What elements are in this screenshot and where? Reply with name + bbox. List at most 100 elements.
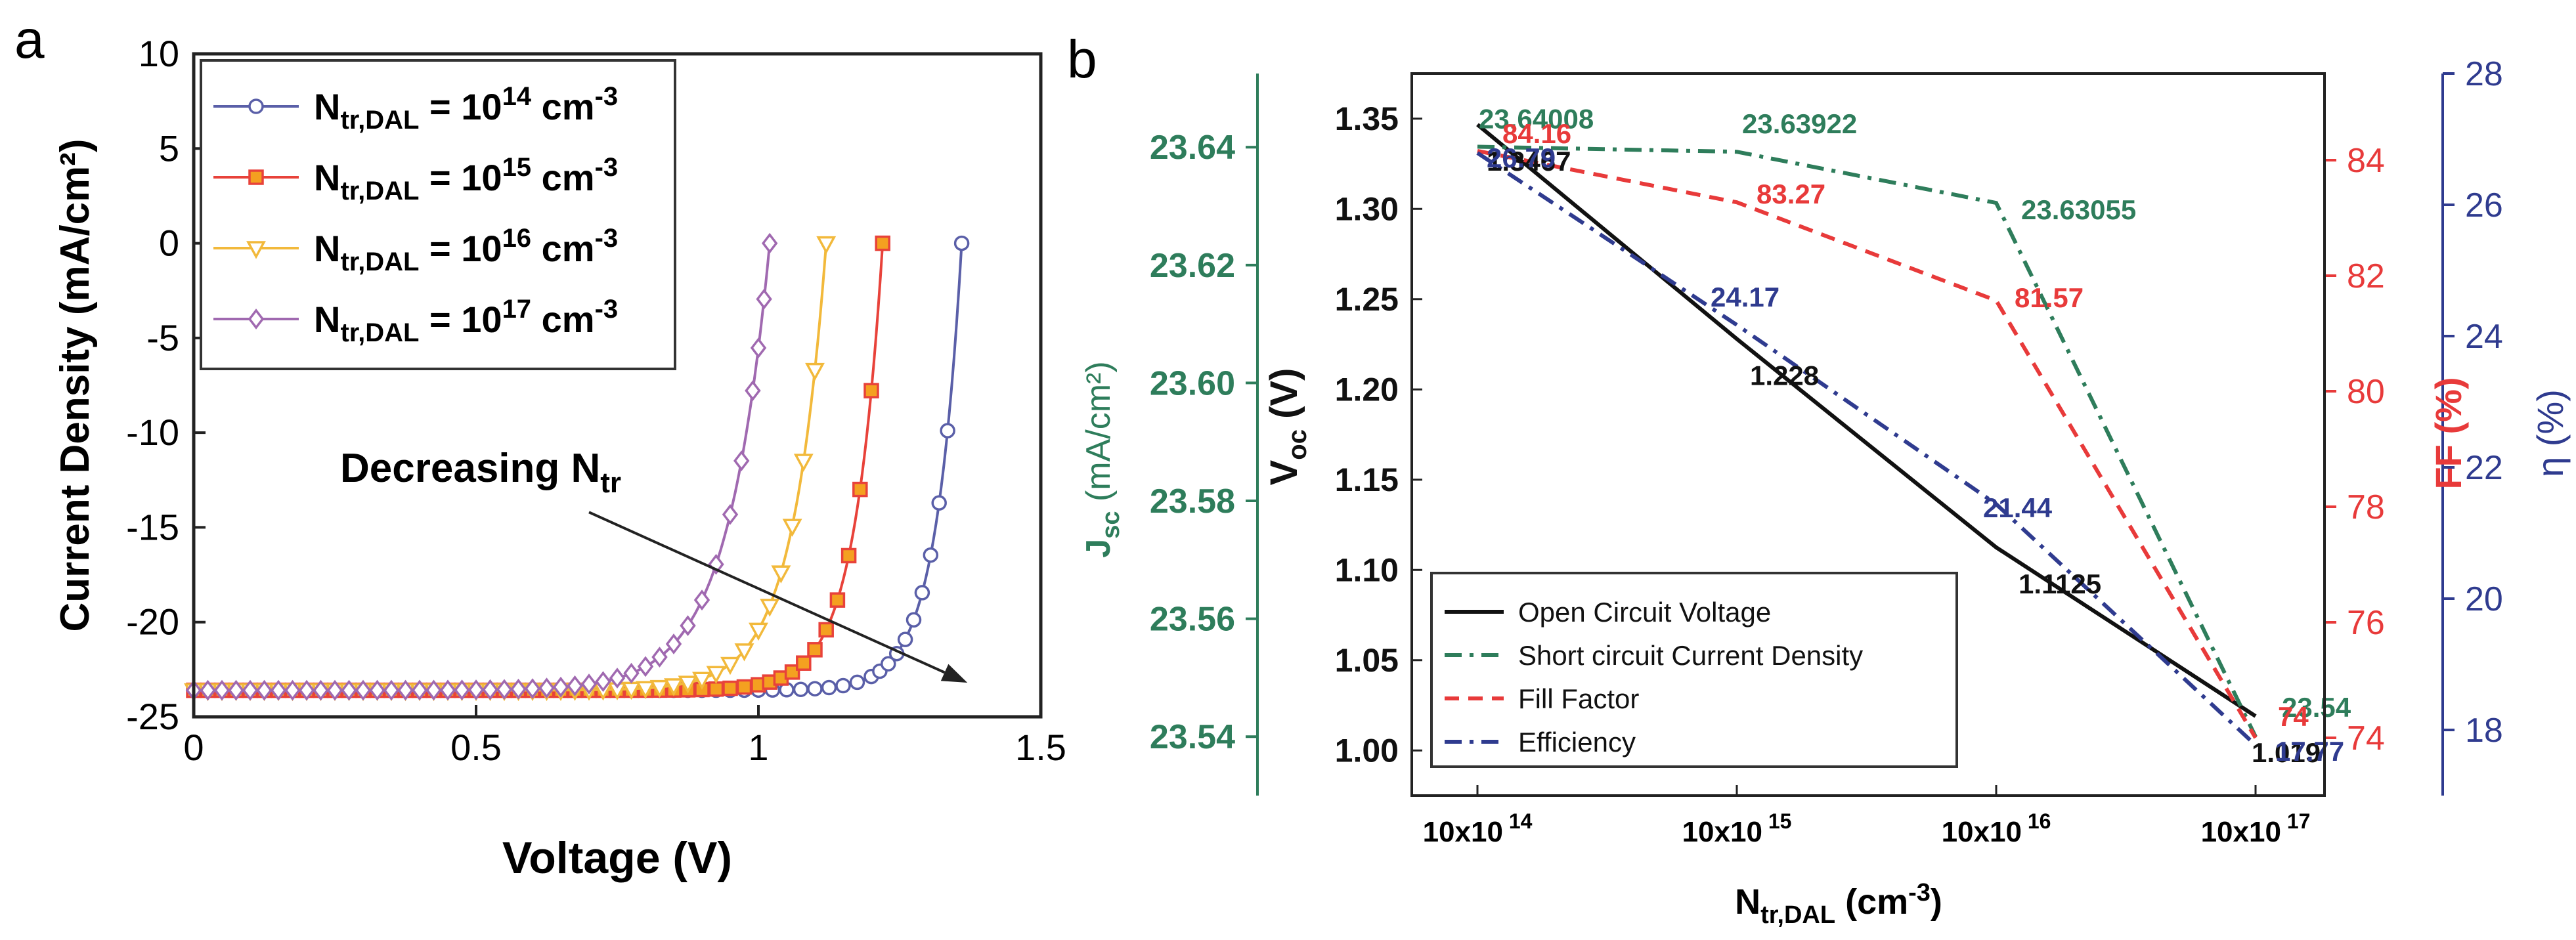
panel-a-legend: Ntr,DAL = 1014 cm-3 Ntr,DAL = 1015 cm-3 Nt… <box>200 59 676 370</box>
panel-b-voc-axis-label: Voc (V) <box>1263 368 1312 486</box>
ff-tick-label: 80 <box>2347 373 2385 411</box>
a-data-point <box>270 679 287 701</box>
a-data-point <box>931 495 947 511</box>
a-xtick-label: 1.5 <box>1015 727 1066 768</box>
a-data-point <box>706 666 726 684</box>
a-data-point <box>782 519 802 537</box>
a-data-point <box>796 655 812 671</box>
a-data-point <box>863 383 879 398</box>
a-data-point <box>736 679 753 695</box>
a-data-point <box>875 235 890 251</box>
panel-b-x-axis-label: Ntr,DAL (cm-3) <box>1735 879 1942 929</box>
a-xtick-label: 0 <box>183 727 204 768</box>
a-xtick-label: 0.5 <box>450 727 502 768</box>
b-xtick-label: 10x10 17 <box>2201 809 2311 848</box>
a-ytick-label: -20 <box>126 601 179 643</box>
a-data-point <box>940 423 955 438</box>
a-data-point <box>213 679 230 701</box>
a-data-point <box>807 642 823 658</box>
b-data-label-jsc: 23.63922 <box>1742 108 1857 139</box>
panel-b-legend: Open Circuit Voltage Short circuit Curren… <box>1430 572 1958 768</box>
a-series-4 <box>185 232 778 701</box>
b-series-line-jsc <box>1477 144 2258 738</box>
b-data-label-ff: 81.57 <box>2015 282 2084 313</box>
b-series-line-eff <box>1476 151 2258 747</box>
a-data-point <box>580 673 598 694</box>
a-data-point <box>749 622 768 641</box>
a-data-point <box>852 481 868 498</box>
decreasing-ntr-arrowhead <box>940 664 968 683</box>
panel-a-legend-box <box>200 59 676 370</box>
decreasing-ntr-text: Decreasing Ntr <box>340 446 621 499</box>
a-data-point <box>341 679 357 701</box>
a-data-point <box>816 236 837 255</box>
a-legend-marker <box>248 169 264 185</box>
ff-tick-label: 82 <box>2347 257 2385 295</box>
a-data-point <box>228 679 244 701</box>
a-data-point <box>693 589 710 610</box>
a-data-point <box>760 599 780 617</box>
a-data-point <box>953 235 970 251</box>
a-data-point <box>805 362 825 381</box>
a-data-point <box>745 380 761 401</box>
a-ytick-label: -15 <box>126 506 179 547</box>
a-ytick-label: -10 <box>126 412 179 453</box>
b-series-line-voc <box>1476 123 2257 718</box>
ff-tick-label: 84 <box>2347 142 2385 180</box>
voc-tick-label: 1.05 <box>1335 642 1399 679</box>
a-data-point <box>678 675 698 694</box>
voc-tick-label: 1.25 <box>1335 281 1399 318</box>
ff-tick-label: 76 <box>2347 604 2385 642</box>
a-data-point <box>510 678 527 700</box>
a-data-point <box>835 677 851 694</box>
eff-tick-label: 22 <box>2465 449 2503 487</box>
b-data-label-eff: 26.79 <box>1487 142 1556 173</box>
voc-tick-label: 1.15 <box>1335 461 1399 498</box>
a-data-point <box>649 679 670 698</box>
a-data-point <box>914 585 930 601</box>
a-data-point <box>733 450 750 471</box>
a-legend-label: Ntr,DAL = 1014 cm-3 <box>314 82 618 135</box>
b-data-label-voc: 1.228 <box>1750 360 1819 391</box>
voc-tick-label: 1.00 <box>1335 732 1399 769</box>
panel-a-y-axis-label: Current Density (mA/cm²) <box>53 139 98 632</box>
a-data-point <box>722 503 739 525</box>
panel-b-plot-frame <box>1410 72 2326 797</box>
a-data-point <box>298 679 315 701</box>
a-data-point <box>807 681 823 696</box>
a-data-point <box>496 679 513 700</box>
a-data-point <box>756 288 772 310</box>
a-data-point <box>567 675 583 696</box>
b-xtick-label: 10x10 16 <box>1942 809 2051 848</box>
a-data-point <box>383 679 400 701</box>
a-data-point <box>439 679 456 701</box>
voc-tick-label: 1.30 <box>1335 190 1399 227</box>
a-data-point <box>636 681 655 699</box>
panel-b-letter: b <box>1067 30 1097 89</box>
a-legend-marker <box>248 309 265 330</box>
a-ytick-label: 10 <box>139 33 179 74</box>
a-legend-marker <box>248 98 264 114</box>
eff-tick-label: 18 <box>2465 712 2503 750</box>
a-data-point <box>818 622 834 638</box>
a-legend-label: Ntr,DAL = 1016 cm-3 <box>314 224 618 276</box>
a-data-point <box>734 643 754 662</box>
a-data-point <box>609 668 626 689</box>
b-data-label-voc: 1.1125 <box>2019 568 2101 599</box>
b-legend-label: Short circuit Current Density <box>1518 640 1863 671</box>
eff-tick-label: 26 <box>2465 186 2503 224</box>
jsc-tick-label: 23.64 <box>1150 129 1235 167</box>
a-data-point <box>680 615 696 636</box>
b-data-label-jsc: 23.63055 <box>2021 194 2136 225</box>
a-data-point <box>651 647 668 668</box>
eff-tick-label: 28 <box>2465 55 2503 93</box>
a-data-point <box>761 232 778 254</box>
ff-tick-label: 74 <box>2347 719 2385 758</box>
b-data-label-jsc: 23.64008 <box>1479 104 1594 135</box>
a-data-point <box>313 679 329 701</box>
a-data-point <box>637 656 654 677</box>
a-data-point <box>411 679 428 701</box>
a-data-point <box>722 680 738 696</box>
a-data-point <box>923 547 939 563</box>
